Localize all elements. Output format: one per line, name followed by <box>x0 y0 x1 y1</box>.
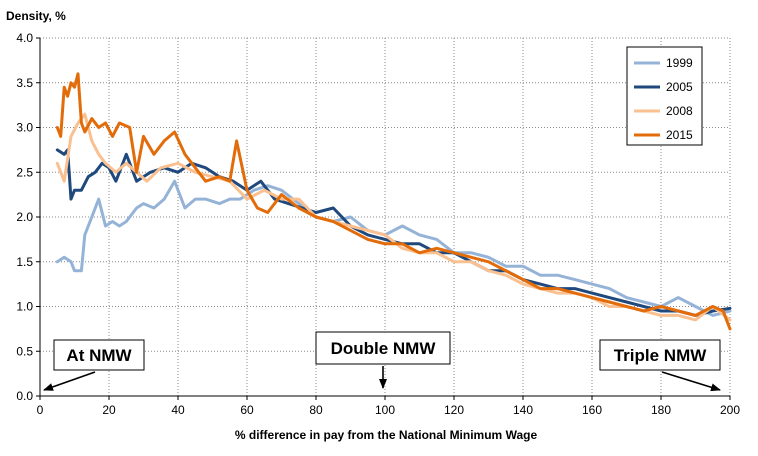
at-nmw-arrow <box>43 371 96 391</box>
at-nmw-label: At NMW <box>66 346 132 365</box>
y-tick-label: 1.0 <box>16 300 33 314</box>
legend-label-2015: 2015 <box>666 128 693 142</box>
legend-label-2008: 2008 <box>666 104 693 118</box>
double-nmw-callout: Double NMW <box>315 331 451 389</box>
x-tick-labels: 0 20 40 60 80 100 120 140 160 180 200 <box>37 396 740 417</box>
x-tick-label: 20 <box>102 403 116 417</box>
series-line-2015 <box>55 72 732 331</box>
series-line-1999 <box>55 179 732 317</box>
triple-nmw-box <box>599 339 721 371</box>
series-lines <box>55 72 732 331</box>
y-tick-label: 2.0 <box>16 210 33 224</box>
y-tick-label: 0.5 <box>16 344 33 358</box>
x-tick-label: 200 <box>720 403 740 417</box>
x-tick-label: 160 <box>582 403 602 417</box>
x-tick-label: 100 <box>375 403 395 417</box>
x-tick-label: 140 <box>513 403 533 417</box>
triple-nmw-callout: Triple NMW <box>599 339 721 392</box>
gridlines <box>40 37 731 396</box>
callouts: At NMW Double NMW Triple NMW <box>43 331 721 392</box>
triple-nmw-label: Triple NMW <box>614 346 708 365</box>
y-tick-label: 2.5 <box>16 165 33 179</box>
x-tick-label: 120 <box>444 403 464 417</box>
legend: 1999 2005 2008 2015 <box>626 46 703 146</box>
y-tick-label: 0.0 <box>16 389 33 403</box>
at-nmw-box <box>53 339 145 371</box>
x-tick-label: 60 <box>240 403 254 417</box>
x-tick-label: 40 <box>171 403 185 417</box>
x-tick-label: 180 <box>651 403 671 417</box>
y-tick-label: 3.5 <box>16 76 33 90</box>
x-tick-label: 0 <box>37 403 44 417</box>
x-tick-label: 80 <box>309 403 323 417</box>
y-tick-labels: 0.0 0.5 1.0 1.5 2.0 2.5 3.0 3.5 4.0 <box>16 31 40 403</box>
y-tick-label: 3.0 <box>16 121 33 135</box>
y-axis-title: Density, % <box>6 9 66 23</box>
triple-nmw-arrow <box>661 371 721 392</box>
double-nmw-label: Double NMW <box>331 339 437 358</box>
at-nmw-callout: At NMW <box>43 339 145 391</box>
legend-label-2005: 2005 <box>666 80 693 94</box>
y-tick-label: 1.5 <box>16 255 33 269</box>
legend-label-1999: 1999 <box>666 56 693 70</box>
double-nmw-box <box>315 331 451 365</box>
x-axis-title: % difference in pay from the National Mi… <box>235 428 538 442</box>
series-line-2005 <box>55 148 732 317</box>
series-line-2008 <box>55 112 732 322</box>
y-tick-label: 4.0 <box>16 31 33 45</box>
